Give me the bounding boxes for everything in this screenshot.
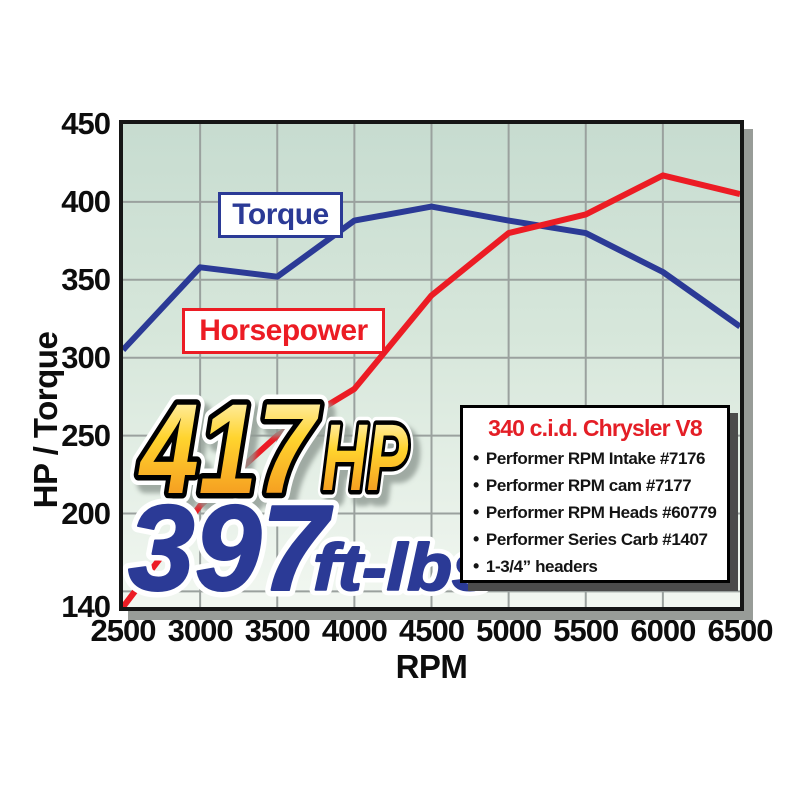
y-tick-140: 140 [61, 589, 111, 624]
x-tick-6000: 6000 [630, 613, 696, 648]
x-axis-title: RPM [395, 648, 468, 685]
bullet-icon: • [473, 475, 479, 495]
hp-value-white-outline: 417 [138, 378, 321, 521]
x-tick-5500: 5500 [553, 613, 619, 648]
y-tick-400: 400 [61, 183, 111, 219]
spec-item: • Performer Series Carb #1407 [473, 526, 717, 553]
x-tick-2500: 2500 [90, 613, 157, 648]
y-tick-250: 250 [61, 417, 111, 453]
spec-item-text: Performer RPM Intake #7176 [485, 449, 706, 468]
spec-item-text: Performer Series Carb #1407 [485, 530, 708, 549]
spec-item-text: Performer RPM Heads #60779 [485, 503, 717, 522]
x-tick-6500: 6500 [707, 613, 774, 648]
hp-value-shadow: 417 [145, 386, 328, 529]
spec-item-text: 1-3/4” headers [485, 557, 598, 576]
x-tick-3500: 3500 [244, 613, 311, 648]
spec-item: • Performer RPM Heads #60779 [473, 499, 717, 526]
horsepower-series-label-box: Horsepower [182, 308, 385, 354]
bullet-icon: • [473, 556, 479, 576]
y-tick-300: 300 [61, 339, 111, 375]
engine-spec-list: • Performer RPM Intake #7176 • Performer R… [473, 445, 717, 580]
hp-value-black-outline: 417 [138, 378, 321, 521]
torque-series-label: Torque [232, 198, 329, 231]
torque-peak-callout: 397 397 ft-lbs ft-lbs [123, 474, 499, 608]
torque-curve [123, 203, 740, 352]
engine-spec-title: 340 c.i.d. Chrysler V8 [488, 415, 703, 441]
hp-unit-shadow: HP [329, 413, 415, 519]
torque-value-white-outline: 397 [128, 480, 333, 607]
spec-item-text: Performer RPM cam #7177 [485, 476, 692, 495]
hp-value-text: 417 [138, 378, 321, 521]
plot-area: 417 HP 417 417 417 HP HP HP 397 397 ft-l… [119, 120, 744, 611]
bullet-icon: • [473, 448, 479, 468]
torque-series-label-box: Torque [218, 192, 343, 238]
bullet-icon: • [473, 502, 479, 522]
hp-unit-black-outline: HP [322, 405, 408, 511]
y-tick-350: 350 [61, 261, 111, 297]
hp-unit-white-outline: HP [322, 405, 408, 511]
engine-spec-box: 340 c.i.d. Chrysler V8 • Performer RPM In… [460, 405, 730, 583]
spec-item: • 1-3/4” headers [473, 553, 717, 580]
torque-value-text: 397 [128, 480, 333, 607]
y-tick-450: 450 [61, 106, 111, 141]
x-tick-4500: 4500 [399, 613, 465, 648]
hp-peak-callout: 417 HP 417 417 417 HP HP HP [128, 368, 424, 539]
bullet-icon: • [473, 529, 479, 549]
x-tick-4000: 4000 [321, 613, 388, 648]
horsepower-series-label: Horsepower [199, 314, 368, 347]
x-tick-3000: 3000 [167, 613, 234, 648]
y-tick-200: 200 [61, 495, 111, 531]
hp-unit-text: HP [322, 405, 408, 511]
spec-item: • Performer RPM cam #7177 [473, 472, 717, 499]
horsepower-curve [123, 172, 740, 607]
spec-item: • Performer RPM Intake #7176 [473, 445, 717, 472]
x-tick-5000: 5000 [476, 613, 542, 648]
